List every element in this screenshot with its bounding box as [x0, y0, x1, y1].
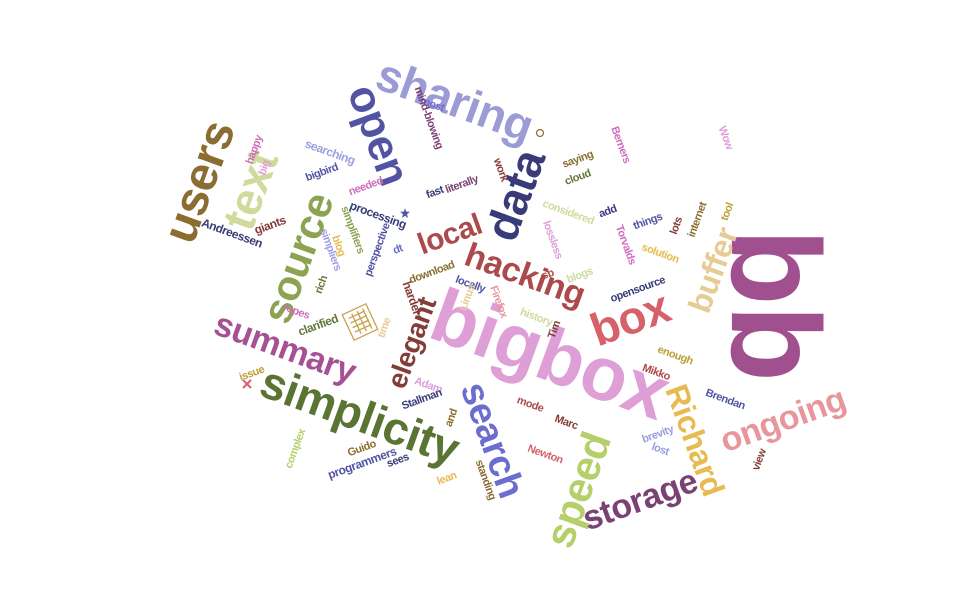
- cloud-word: Newton: [525, 442, 565, 467]
- cloud-word: Torvalds: [612, 223, 639, 267]
- cloud-word: lost: [649, 440, 671, 459]
- grid-document-icon: [338, 302, 382, 347]
- cloud-word: add: [597, 202, 619, 221]
- cloud-word: bigbird: [303, 161, 340, 184]
- cloud-word: Berners: [608, 124, 633, 165]
- circle-icon: [535, 125, 545, 143]
- cloud-word: tool: [718, 201, 737, 223]
- star-icon: [400, 205, 410, 223]
- cloud-word: lots: [667, 215, 686, 237]
- cloud-word: view: [750, 447, 769, 473]
- cloud-word: needed: [347, 174, 385, 199]
- cloud-word: fast: [424, 183, 446, 202]
- cloud-word: complex: [282, 427, 309, 471]
- cloud-word: lean: [435, 469, 459, 488]
- cloud-word: lossless: [540, 219, 565, 261]
- cloud-word: solution: [639, 241, 681, 266]
- cross-icon: [242, 376, 252, 394]
- cloud-word: cloud: [563, 167, 593, 188]
- cloud-word: literally: [443, 173, 480, 196]
- cloud-word: ongoing: [715, 379, 851, 461]
- cloud-word: perspective: [362, 221, 393, 279]
- cloud-word: Brendan: [703, 386, 747, 413]
- cloud-word: speed: [535, 425, 620, 554]
- cloud-word: things: [631, 210, 664, 233]
- cloud-word: mode: [515, 394, 546, 415]
- cloud-word: saying: [560, 148, 595, 171]
- cloud-word: rich: [312, 274, 331, 296]
- cloud-word: data: [474, 142, 556, 248]
- cloud-word: dt: [391, 242, 405, 257]
- cloud-word: Wow: [715, 124, 736, 152]
- cloud-word: Marc: [552, 412, 580, 433]
